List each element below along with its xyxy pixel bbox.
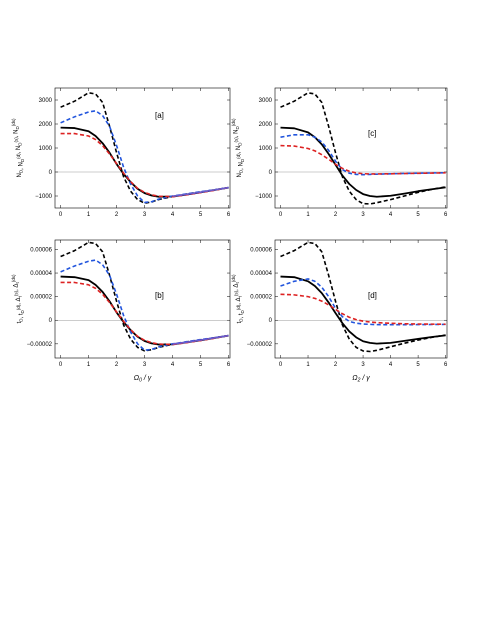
x-tick-label: 3 xyxy=(143,212,147,218)
y-tick-label: −0.00002 xyxy=(27,342,53,348)
series-line-1 xyxy=(60,241,229,352)
y-axis-label: ND, ND(d), ND(s), ND(ds) xyxy=(231,118,245,177)
x-tick-label: 2 xyxy=(115,362,119,368)
x-tick-label: 6 xyxy=(227,362,231,368)
plot-frame xyxy=(274,239,448,359)
x-tick-label: 1 xyxy=(87,362,91,368)
series-line-4 xyxy=(172,186,229,198)
y-tick-label: 1000 xyxy=(259,146,273,152)
x-tick-label: 3 xyxy=(361,362,365,368)
series-line-4 xyxy=(172,334,229,345)
x-tick-label: 6 xyxy=(444,212,448,218)
panel-tag: [b] xyxy=(155,291,164,300)
x-tick-label: 2 xyxy=(115,212,119,218)
x-axis-label: Ω2 / γ xyxy=(352,375,370,384)
series-line-3 xyxy=(60,132,229,198)
panel-tag: [d] xyxy=(368,291,377,300)
y-tick-label: 0.00006 xyxy=(250,247,272,253)
panel-d: 0 1 2 3 4 5 6 −0.00002 0 0.00002 0.00004 0.00006 [d]… xyxy=(231,239,448,384)
plot-frame xyxy=(54,87,231,209)
x-axis-label: Ω0 / γ xyxy=(134,375,152,384)
x-tick-label: 1 xyxy=(306,212,310,218)
series-line-3 xyxy=(60,281,229,346)
series-line-2 xyxy=(60,259,229,352)
x-tick-label: 1 xyxy=(87,212,91,218)
y-tick-label: −0.00002 xyxy=(247,342,273,348)
y-tick-label: −1000 xyxy=(255,194,273,200)
x-tick-label: 0 xyxy=(279,362,283,368)
x-tick-label: 5 xyxy=(416,362,420,368)
y-tick-label: 0 xyxy=(49,318,53,324)
x-tick-label: 4 xyxy=(171,362,175,368)
y-tick-label: 0.00004 xyxy=(30,271,52,277)
series-line-3 xyxy=(280,144,446,175)
y-tick-label: −1000 xyxy=(35,194,53,200)
plot-frame xyxy=(54,239,231,359)
x-tick-label: 2 xyxy=(334,212,338,218)
series-line-0 xyxy=(280,275,446,345)
y-tick-label: 3000 xyxy=(259,98,273,104)
y-tick-label: 0 xyxy=(269,318,273,324)
x-tick-label: 4 xyxy=(389,362,393,368)
y-tick-label: 0.00006 xyxy=(30,247,52,253)
y-axis-label: tD, tD(d), Δt(s), Δt(ds) xyxy=(231,274,245,323)
series-line-2 xyxy=(280,278,446,326)
series-line-3 xyxy=(280,293,446,326)
panel-tag: [a] xyxy=(155,111,164,120)
series-line-0 xyxy=(60,126,229,198)
x-tick-label: 2 xyxy=(334,362,338,368)
y-tick-label: 0 xyxy=(49,170,53,176)
x-tick-label: 3 xyxy=(361,212,365,218)
x-tick-label: 3 xyxy=(143,362,147,368)
x-tick-label: 4 xyxy=(171,212,175,218)
series-line-1 xyxy=(280,92,446,205)
y-tick-label: 0.00002 xyxy=(250,295,272,301)
y-tick-label: 2000 xyxy=(39,122,53,128)
panel-b: 0 1 2 3 4 5 6 −0.00002 0 0.00002 0.00004 0.00006 [b]… xyxy=(11,239,231,384)
x-tick-label: 6 xyxy=(444,362,448,368)
x-tick-label: 0 xyxy=(59,212,63,218)
series-line-1 xyxy=(60,92,229,204)
y-axis-label: tD, tD(d), Δt(s), Δt(ds) xyxy=(11,274,25,323)
series-line-2 xyxy=(280,134,446,176)
y-tick-label: 0.00002 xyxy=(30,295,52,301)
y-tick-label: 0 xyxy=(269,170,273,176)
x-tick-label: 6 xyxy=(227,212,231,218)
panel-a: 0 1 2 3 4 5 6 −1000 0 1000 2000 3000 [a] ND, ND(d), N… xyxy=(11,87,231,218)
x-tick-label: 5 xyxy=(199,362,203,368)
y-axis-label: ND, ND(d), ND(s), ND(ds) xyxy=(11,118,25,177)
x-tick-label: 0 xyxy=(279,212,283,218)
x-tick-label: 1 xyxy=(306,362,310,368)
x-tick-label: 5 xyxy=(199,212,203,218)
panel-tag: [c] xyxy=(368,129,376,138)
x-tick-label: 5 xyxy=(416,212,420,218)
y-tick-label: 0.00004 xyxy=(250,271,272,277)
x-tick-label: 4 xyxy=(389,212,393,218)
y-tick-label: 3000 xyxy=(39,98,53,104)
y-tick-label: 1000 xyxy=(39,146,53,152)
y-tick-label: 2000 xyxy=(259,122,273,128)
series-line-0 xyxy=(60,275,229,346)
series-line-0 xyxy=(280,126,446,198)
series-line-1 xyxy=(280,241,446,353)
series-line-2 xyxy=(60,110,229,204)
x-tick-label: 0 xyxy=(59,362,63,368)
panel-c: 0 1 2 3 4 5 6 −1000 0 1000 2000 3000 [c] ND, ND(d), N… xyxy=(231,87,448,218)
